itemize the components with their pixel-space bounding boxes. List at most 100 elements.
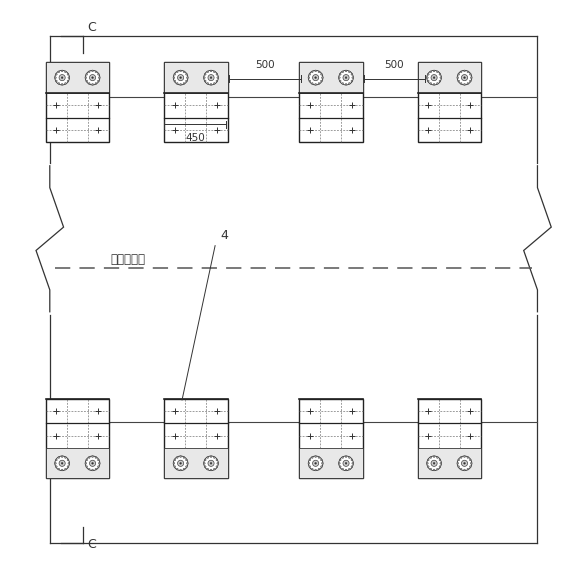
Circle shape (308, 77, 310, 79)
Circle shape (440, 77, 442, 79)
Circle shape (309, 456, 323, 471)
Circle shape (433, 469, 435, 471)
Circle shape (470, 73, 471, 75)
Circle shape (458, 459, 460, 461)
Circle shape (349, 83, 350, 84)
Circle shape (67, 80, 69, 82)
Circle shape (430, 71, 431, 73)
Circle shape (461, 75, 468, 81)
Circle shape (98, 77, 100, 79)
Circle shape (86, 80, 87, 82)
Circle shape (97, 466, 99, 468)
Circle shape (89, 83, 90, 84)
Circle shape (204, 466, 206, 468)
Bar (46, 398, 109, 479)
Circle shape (67, 466, 69, 468)
Circle shape (91, 469, 93, 471)
Circle shape (464, 83, 466, 85)
Circle shape (179, 83, 181, 85)
Circle shape (179, 469, 181, 471)
Circle shape (61, 469, 63, 471)
Circle shape (185, 80, 187, 82)
Circle shape (345, 469, 347, 471)
Text: C: C (87, 538, 96, 552)
Circle shape (56, 466, 57, 468)
Text: 底拱中心线: 底拱中心线 (111, 253, 145, 266)
Circle shape (59, 75, 65, 81)
Circle shape (458, 73, 460, 75)
Circle shape (345, 463, 347, 464)
Circle shape (345, 83, 347, 85)
Bar (417, 398, 481, 479)
Circle shape (345, 77, 347, 79)
Circle shape (97, 73, 99, 75)
Circle shape (65, 83, 67, 84)
Circle shape (351, 80, 353, 82)
Circle shape (470, 80, 471, 82)
Bar (164, 398, 228, 479)
Circle shape (68, 463, 69, 464)
Circle shape (457, 463, 459, 464)
Circle shape (460, 468, 462, 470)
Circle shape (321, 80, 323, 82)
Bar (46, 448, 109, 479)
Circle shape (433, 463, 435, 464)
Circle shape (342, 83, 343, 84)
Bar (299, 398, 362, 479)
Circle shape (342, 457, 343, 459)
Circle shape (216, 80, 218, 82)
Circle shape (464, 469, 466, 471)
Circle shape (457, 77, 459, 79)
Circle shape (427, 456, 441, 471)
Bar (299, 63, 362, 142)
Circle shape (68, 77, 69, 79)
Circle shape (91, 463, 93, 464)
Circle shape (431, 460, 437, 466)
Circle shape (179, 463, 181, 464)
Circle shape (178, 460, 184, 466)
Circle shape (437, 457, 438, 459)
Circle shape (85, 71, 100, 85)
Circle shape (174, 466, 175, 468)
Circle shape (433, 70, 435, 72)
Circle shape (343, 75, 349, 81)
Circle shape (59, 460, 65, 466)
Circle shape (349, 457, 350, 459)
Circle shape (308, 463, 310, 464)
Circle shape (174, 73, 175, 75)
Circle shape (339, 73, 341, 75)
Circle shape (313, 75, 318, 81)
Bar (417, 63, 481, 142)
Circle shape (56, 73, 57, 75)
Circle shape (427, 71, 441, 85)
Circle shape (208, 460, 214, 466)
Circle shape (315, 77, 317, 79)
Circle shape (321, 77, 323, 79)
Circle shape (430, 83, 431, 84)
Circle shape (91, 77, 93, 79)
Circle shape (91, 456, 93, 457)
Circle shape (309, 71, 323, 85)
Circle shape (183, 468, 185, 470)
Text: 500: 500 (255, 60, 274, 70)
Circle shape (458, 466, 460, 468)
Circle shape (352, 77, 354, 79)
Circle shape (470, 466, 471, 468)
Circle shape (86, 466, 87, 468)
Circle shape (183, 83, 185, 84)
Circle shape (174, 80, 175, 82)
Circle shape (204, 73, 206, 75)
Circle shape (90, 460, 96, 466)
Circle shape (439, 466, 441, 468)
Circle shape (173, 456, 188, 471)
Circle shape (460, 71, 462, 73)
Circle shape (464, 463, 466, 464)
Circle shape (339, 456, 353, 471)
Circle shape (467, 468, 469, 470)
Circle shape (58, 83, 60, 84)
Bar (164, 448, 228, 479)
Circle shape (85, 456, 100, 471)
Circle shape (207, 71, 208, 73)
Circle shape (203, 77, 205, 79)
Circle shape (65, 71, 67, 73)
